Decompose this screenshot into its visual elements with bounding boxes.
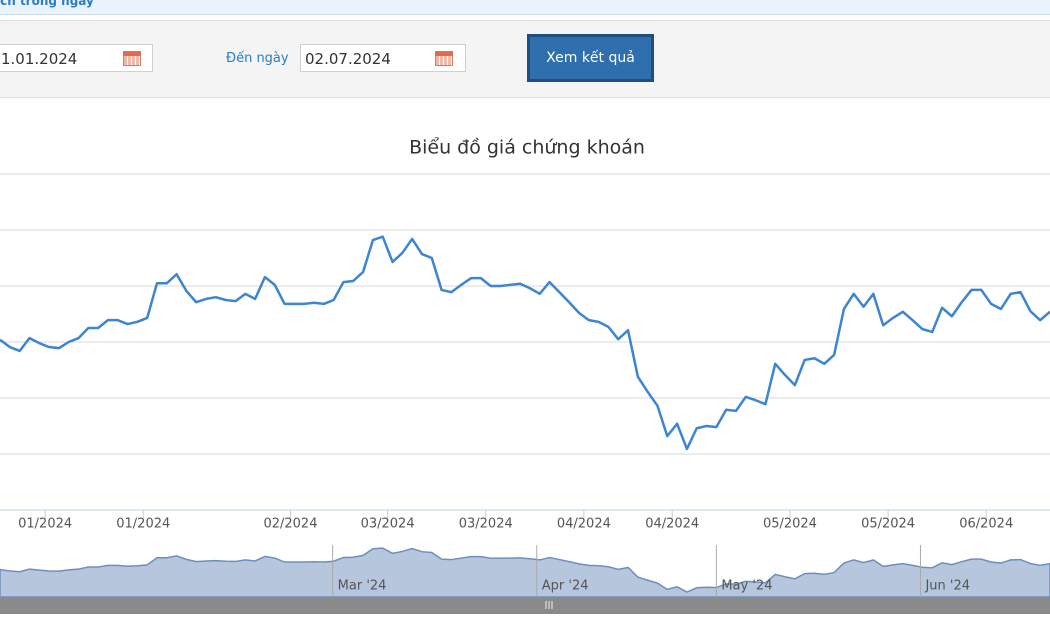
scrollbar[interactable]	[0, 597, 1050, 614]
scrollbar-grip	[545, 601, 553, 609]
tab-bar: ịch trong ngày	[0, 0, 1050, 15]
price-line	[0, 235, 1050, 451]
navigator-area	[0, 547, 1050, 598]
calendar-icon[interactable]	[435, 51, 453, 66]
x-tick-label: 06/2024	[959, 517, 1013, 532]
calendar-icon[interactable]	[123, 51, 141, 66]
x-tick-label: 02/2024	[263, 517, 317, 532]
x-tick-label: 01/2024	[18, 517, 72, 532]
navigator-tick-label: Mar '24	[338, 579, 387, 594]
x-tick-label: 04/2024	[645, 517, 699, 532]
x-tick-label: 04/2024	[557, 517, 611, 532]
chart-title: Biểu đồ giá chứng khoán	[409, 137, 645, 159]
navigator-tick-label: May '24	[721, 579, 772, 594]
navigator-tick-label: Jun '24	[924, 579, 970, 594]
to-label: Đến ngày	[226, 51, 289, 66]
to-date-input[interactable]: 02.07.2024	[300, 44, 466, 72]
navigator-tick-label: Apr '24	[542, 579, 589, 594]
to-date: 02.07.2024	[305, 50, 391, 68]
tab-label[interactable]: ịch trong ngày	[0, 0, 94, 8]
from-date: 1.01.2024	[1, 50, 78, 68]
x-tick-label: 01/2024	[116, 517, 170, 532]
x-tick-label: 03/2024	[459, 517, 513, 532]
x-tick-label: 05/2024	[763, 517, 817, 532]
date-form: 1.01.2024 Đến ngày 02.07.2024 Xem kết qu…	[0, 20, 1050, 98]
submit-button[interactable]: Xem kết quả	[527, 34, 654, 82]
from-date-input[interactable]: 1.01.2024	[0, 44, 153, 72]
x-tick-label: 05/2024	[861, 517, 915, 532]
x-tick-label: 03/2024	[361, 517, 415, 532]
